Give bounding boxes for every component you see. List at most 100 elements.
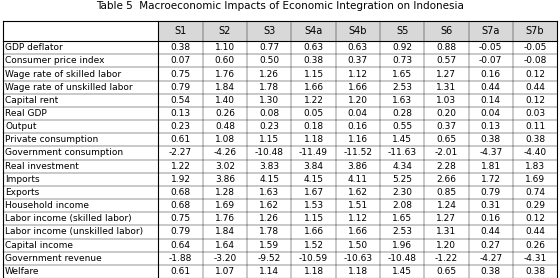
Text: 1.64: 1.64: [215, 240, 235, 250]
Text: 0.26: 0.26: [215, 109, 235, 118]
Text: 0.92: 0.92: [392, 43, 412, 52]
Text: 0.16: 0.16: [348, 122, 368, 131]
Text: 1.69: 1.69: [215, 201, 235, 210]
Text: 1.83: 1.83: [525, 162, 545, 171]
Text: -4.31: -4.31: [524, 254, 547, 263]
Text: 1.63: 1.63: [259, 188, 279, 197]
Text: 0.37: 0.37: [436, 122, 456, 131]
Text: Table 5  Macroeconomic Impacts of Economic Integration on Indonesia: Table 5 Macroeconomic Impacts of Economi…: [96, 1, 464, 11]
Text: 1.12: 1.12: [348, 214, 368, 223]
Text: 1.18: 1.18: [348, 267, 368, 276]
Text: Capital rent: Capital rent: [5, 96, 58, 105]
Text: 0.07: 0.07: [171, 56, 190, 65]
Text: -0.08: -0.08: [524, 56, 547, 65]
Text: 1.27: 1.27: [436, 70, 456, 79]
Text: 0.54: 0.54: [171, 96, 190, 105]
Text: 0.38: 0.38: [525, 135, 545, 144]
Text: 0.73: 0.73: [392, 56, 412, 65]
Text: 0.63: 0.63: [348, 43, 368, 52]
Text: 0.16: 0.16: [480, 214, 501, 223]
Text: 0.29: 0.29: [525, 201, 545, 210]
Text: Output: Output: [5, 122, 36, 131]
Text: 0.38: 0.38: [480, 135, 501, 144]
Text: 1.15: 1.15: [259, 135, 279, 144]
Text: -9.52: -9.52: [258, 254, 281, 263]
Text: 3.86: 3.86: [348, 162, 368, 171]
Text: 3.86: 3.86: [215, 175, 235, 184]
Text: 0.20: 0.20: [436, 109, 456, 118]
Text: 0.13: 0.13: [480, 122, 501, 131]
Text: 1.66: 1.66: [304, 83, 324, 92]
Text: 1.14: 1.14: [259, 267, 279, 276]
Text: -11.63: -11.63: [388, 148, 417, 158]
Text: 2.53: 2.53: [392, 83, 412, 92]
Text: 1.15: 1.15: [304, 70, 324, 79]
Text: S3: S3: [263, 26, 276, 36]
Text: 0.75: 0.75: [171, 214, 190, 223]
Text: Capital income: Capital income: [5, 240, 73, 250]
Text: 0.37: 0.37: [348, 56, 368, 65]
Text: 0.74: 0.74: [525, 188, 545, 197]
Text: Labor income (unskilled labor): Labor income (unskilled labor): [5, 227, 143, 237]
Text: S7a: S7a: [482, 26, 500, 36]
Text: 1.26: 1.26: [259, 70, 279, 79]
Text: 1.18: 1.18: [304, 267, 324, 276]
Text: 1.07: 1.07: [215, 267, 235, 276]
Text: 1.84: 1.84: [215, 227, 235, 237]
Text: 5.25: 5.25: [392, 175, 412, 184]
Text: -3.20: -3.20: [213, 254, 236, 263]
Text: 0.03: 0.03: [525, 109, 545, 118]
Text: 4.34: 4.34: [392, 162, 412, 171]
Text: 2.08: 2.08: [392, 201, 412, 210]
Text: 1.53: 1.53: [304, 201, 324, 210]
Text: 0.12: 0.12: [525, 96, 545, 105]
Text: 0.65: 0.65: [436, 135, 456, 144]
Text: -10.48: -10.48: [255, 148, 284, 158]
Text: 0.75: 0.75: [171, 70, 190, 79]
Text: 1.52: 1.52: [304, 240, 324, 250]
Text: 0.55: 0.55: [392, 122, 412, 131]
Text: 1.66: 1.66: [348, 227, 368, 237]
Text: 0.60: 0.60: [215, 56, 235, 65]
Text: 1.59: 1.59: [259, 240, 279, 250]
Text: 1.26: 1.26: [259, 214, 279, 223]
Text: 1.92: 1.92: [171, 175, 190, 184]
Text: 1.45: 1.45: [392, 135, 412, 144]
Text: 1.30: 1.30: [259, 96, 279, 105]
Text: S4b: S4b: [348, 26, 367, 36]
Text: 1.20: 1.20: [436, 240, 456, 250]
Text: 1.50: 1.50: [348, 240, 368, 250]
Text: 0.04: 0.04: [480, 109, 501, 118]
Text: 1.69: 1.69: [525, 175, 545, 184]
Text: 1.76: 1.76: [215, 214, 235, 223]
Text: -4.40: -4.40: [524, 148, 547, 158]
Text: 1.72: 1.72: [480, 175, 501, 184]
Text: 1.45: 1.45: [392, 267, 412, 276]
Text: 0.88: 0.88: [436, 43, 456, 52]
Text: -0.05: -0.05: [479, 43, 502, 52]
Text: 0.79: 0.79: [480, 188, 501, 197]
Text: 0.16: 0.16: [480, 70, 501, 79]
Text: 0.12: 0.12: [525, 70, 545, 79]
Text: 1.67: 1.67: [304, 188, 324, 197]
Text: 1.78: 1.78: [259, 83, 279, 92]
Text: 2.66: 2.66: [436, 175, 456, 184]
Text: 1.20: 1.20: [348, 96, 368, 105]
Text: 0.85: 0.85: [436, 188, 456, 197]
Text: -2.01: -2.01: [435, 148, 458, 158]
Text: Imports: Imports: [5, 175, 40, 184]
Text: 1.84: 1.84: [215, 83, 235, 92]
Text: 0.14: 0.14: [480, 96, 501, 105]
Text: -10.48: -10.48: [388, 254, 417, 263]
Text: 0.61: 0.61: [171, 267, 190, 276]
Text: -4.27: -4.27: [479, 254, 502, 263]
Text: Government consumption: Government consumption: [5, 148, 123, 158]
Text: 0.68: 0.68: [171, 201, 190, 210]
Text: 0.79: 0.79: [171, 83, 190, 92]
Text: 1.03: 1.03: [436, 96, 456, 105]
Text: 1.22: 1.22: [304, 96, 324, 105]
Text: 1.24: 1.24: [436, 201, 456, 210]
Text: 1.78: 1.78: [259, 227, 279, 237]
Text: 1.65: 1.65: [392, 70, 412, 79]
Text: 0.77: 0.77: [259, 43, 279, 52]
